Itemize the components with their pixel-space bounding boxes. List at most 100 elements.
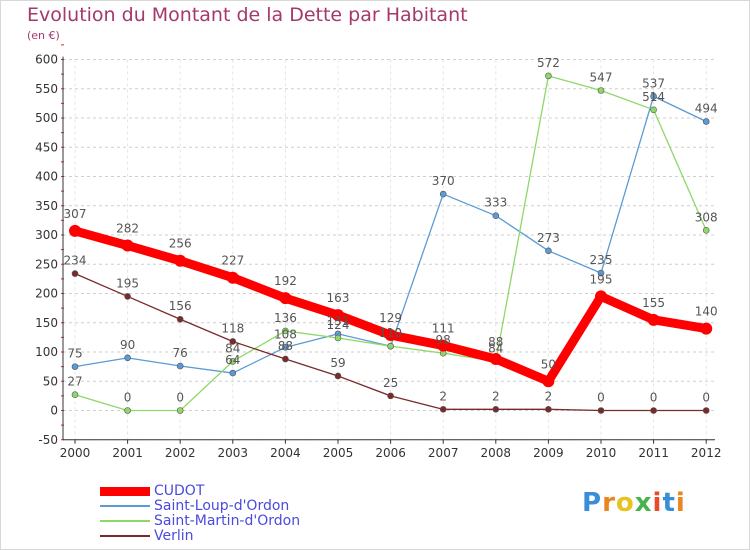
data-point bbox=[174, 254, 187, 267]
data-label: 494 bbox=[695, 102, 718, 116]
data-label: 256 bbox=[169, 237, 192, 251]
data-point bbox=[595, 290, 607, 303]
data-label: 59 bbox=[330, 356, 345, 370]
data-label: 307 bbox=[64, 207, 87, 221]
y-tick-label: 100 bbox=[35, 345, 58, 359]
data-point bbox=[71, 270, 79, 277]
data-point bbox=[650, 106, 657, 114]
data-point bbox=[702, 407, 710, 414]
y-tick-label: 350 bbox=[35, 199, 58, 213]
data-point bbox=[545, 72, 552, 80]
data-label: 136 bbox=[274, 311, 297, 325]
y-tick-label: 600 bbox=[35, 53, 58, 67]
data-label: 537 bbox=[642, 76, 665, 90]
data-point bbox=[650, 407, 657, 414]
data-point bbox=[492, 406, 500, 413]
data-point bbox=[71, 391, 79, 399]
data-label: 0 bbox=[650, 391, 658, 405]
data-point bbox=[176, 362, 184, 370]
data-label: 50 bbox=[541, 357, 556, 371]
data-label: 25 bbox=[383, 376, 398, 390]
data-point bbox=[437, 339, 450, 352]
data-label: 0 bbox=[597, 391, 605, 405]
x-tick-label: 2001 bbox=[112, 446, 143, 460]
legend-label: Saint-Martin-d'Ordon bbox=[154, 513, 301, 529]
data-label: 124 bbox=[327, 318, 350, 332]
data-point bbox=[647, 313, 660, 326]
data-label: 98 bbox=[436, 333, 451, 347]
x-tick-label: 2010 bbox=[586, 446, 617, 460]
data-point bbox=[387, 342, 394, 350]
data-point bbox=[597, 269, 605, 277]
proxiti-logo: Proxiti bbox=[582, 488, 686, 518]
data-label: 84 bbox=[225, 341, 240, 355]
data-point bbox=[597, 407, 605, 414]
legend-label: CUDOT bbox=[154, 483, 205, 499]
data-label: 131 bbox=[327, 314, 350, 328]
y-tick-label: 450 bbox=[35, 140, 58, 154]
legend-swatch bbox=[100, 486, 150, 496]
logo-letter: P bbox=[582, 488, 603, 518]
data-label: 76 bbox=[173, 346, 188, 360]
legend-swatch bbox=[100, 520, 150, 522]
data-label: 192 bbox=[274, 274, 297, 288]
data-point bbox=[542, 375, 555, 388]
grid-lines bbox=[63, 59, 715, 441]
data-label: 88 bbox=[488, 335, 503, 349]
data-point bbox=[384, 329, 397, 342]
y-tick-label: 300 bbox=[35, 228, 58, 242]
data-point bbox=[69, 224, 81, 237]
data-label: 140 bbox=[695, 305, 718, 319]
data-point bbox=[279, 292, 292, 305]
x-tick-label: 2004 bbox=[270, 446, 301, 460]
x-tick-label: 2011 bbox=[638, 446, 669, 460]
data-label: 88 bbox=[278, 339, 293, 353]
data-label: 370 bbox=[432, 174, 455, 188]
x-tick-label: 2012 bbox=[691, 446, 722, 460]
data-point bbox=[226, 271, 239, 284]
x-tick-label: 2002 bbox=[165, 446, 196, 460]
y-tick-label: -50 bbox=[38, 433, 58, 447]
data-label: 118 bbox=[221, 321, 244, 335]
data-label: 195 bbox=[590, 272, 613, 286]
data-label: 2 bbox=[439, 389, 447, 403]
data-point bbox=[282, 327, 289, 335]
data-point bbox=[439, 190, 447, 198]
x-tick-label: 2009 bbox=[533, 446, 564, 460]
data-label: 2 bbox=[492, 389, 500, 403]
y-tick-label: 50 bbox=[43, 374, 58, 388]
data-point bbox=[545, 247, 552, 255]
y-tick-label: 250 bbox=[35, 257, 58, 271]
y-tick-label: 500 bbox=[35, 111, 58, 125]
data-label: 155 bbox=[642, 296, 665, 310]
data-point bbox=[332, 309, 344, 322]
data-point bbox=[334, 372, 342, 380]
data-label: 0 bbox=[124, 391, 132, 405]
data-label: 282 bbox=[116, 222, 139, 236]
legend-swatch bbox=[100, 535, 150, 537]
y-tick-label: 0 bbox=[50, 404, 58, 418]
y-tick-label: 150 bbox=[35, 316, 58, 330]
data-label: 572 bbox=[537, 56, 560, 70]
data-label: 110 bbox=[379, 326, 402, 340]
logo-letter: x bbox=[634, 488, 653, 518]
data-point bbox=[702, 227, 710, 234]
logo-letter: t bbox=[662, 488, 676, 518]
data-label: 75 bbox=[67, 347, 82, 361]
data-point bbox=[282, 344, 289, 351]
x-tick-label: 2007 bbox=[428, 446, 459, 460]
data-label: 235 bbox=[590, 253, 613, 267]
data-point bbox=[176, 407, 184, 414]
data-label: 547 bbox=[590, 71, 613, 85]
data-point bbox=[334, 334, 342, 342]
data-label: 2 bbox=[545, 389, 553, 403]
x-tick-label: 2008 bbox=[481, 446, 512, 460]
data-point bbox=[387, 392, 394, 400]
data-point bbox=[229, 369, 237, 377]
legend-label: Verlin bbox=[154, 528, 194, 544]
y-tick-label: 550 bbox=[35, 82, 58, 96]
data-label: 156 bbox=[169, 299, 192, 313]
data-label: 111 bbox=[432, 322, 455, 336]
data-point bbox=[124, 407, 131, 414]
